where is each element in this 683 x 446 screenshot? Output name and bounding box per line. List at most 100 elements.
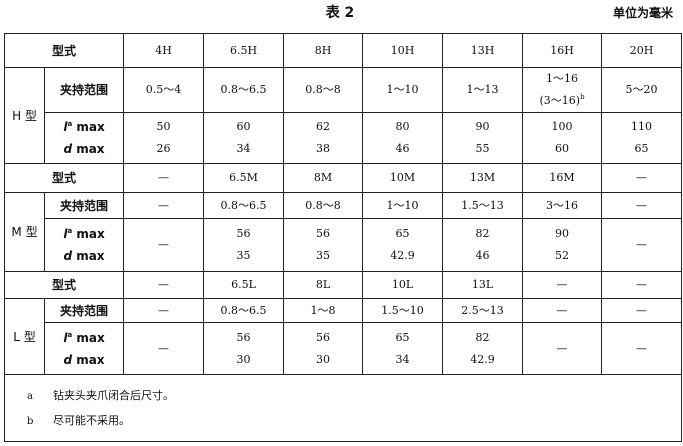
range-cell: 0.8～8 [283, 192, 364, 219]
d-max-label: d max [63, 142, 105, 156]
d-max-value: 35 [236, 249, 251, 262]
model-cell: 10L [362, 271, 444, 299]
table-row: M 型夹持范围 —0.8～6.5 0.8～8 1～10 1.5～13 3～16— [4, 192, 683, 272]
range-cell: 0.8～6.5 [203, 67, 285, 113]
model-cell: 10H [362, 33, 444, 68]
range-cell: 5～20 [601, 67, 683, 113]
dash-cell: — [123, 322, 205, 375]
l-max-value: 50 [156, 120, 171, 133]
table-row: 型式 —6.5M 8M 10M 13M 16M — [3, 163, 683, 193]
dimension-labels: la max d max [43, 322, 125, 375]
range-cell: 0.5～4 [123, 67, 205, 113]
dimension-cell: 62 38 [283, 112, 364, 164]
d-max-value: 52 [555, 249, 570, 262]
m-group-label: M 型 [4, 192, 45, 272]
table-row: la max d max 50 26 60 34 62 38 80 46 90 55 100 60 110 6… [5, 112, 683, 164]
model-cell: 16M [522, 163, 603, 193]
l-max-value: 62 [316, 120, 331, 133]
dash-cell: — [123, 218, 205, 272]
l-max-value: 90 [555, 227, 570, 240]
footnote-text: 钻夹头夹爪闭合后尺寸。 [53, 389, 174, 402]
table-row: la max d max —56 30 56 30 65 34 82 42.9— — [5, 322, 683, 375]
range-cell: — [601, 192, 683, 219]
l-max-label: la max [63, 227, 105, 241]
range-label: 夹持范围 [43, 298, 125, 323]
l-max-value: 110 [631, 120, 653, 133]
unit-label: 单位为毫米 [612, 6, 673, 20]
dimension-cell: 110 65 [601, 112, 683, 164]
range-cell: 0.8～6.5 [203, 298, 285, 323]
range-cell: 3～16 [522, 192, 603, 219]
model-cell: — [601, 271, 683, 299]
d-max-label: d max [63, 249, 105, 263]
model-cell: 10M [362, 163, 444, 193]
model-cell: 13L [442, 271, 524, 299]
l-max-value: 56 [236, 227, 251, 240]
footnote: b 尽可能不采用。 [27, 408, 681, 433]
model-cell: 13H [442, 33, 524, 68]
range-cell: 1～13 [442, 67, 524, 113]
range-alt-value: (3～16)b [539, 93, 585, 108]
d-max-value: 26 [156, 142, 171, 155]
table-row: 型式 —6.5L 8L 10L 13L — — [3, 271, 683, 299]
model-cell: 16H [522, 33, 603, 68]
model-cell: — [123, 271, 205, 299]
dash-cell: — [601, 322, 683, 375]
range-cell: — [123, 192, 205, 219]
model-cell: 8H [283, 33, 364, 68]
table-row: L 型夹持范围 —0.8～6.5 1～8 1.5～10 2.5～13— — [4, 298, 683, 375]
model-cell: — [522, 271, 603, 299]
d-max-value: 46 [475, 249, 490, 262]
table-row: la max d max — 56 35 56 35 65 42.9 82 46 90 52 — [5, 218, 683, 272]
spec-table: 型式 4H 6.5H 8H 10H 13H 16H 20H H 型夹持范围 0.5～4 0.8～6.… [3, 33, 683, 442]
l-max-label: la max [63, 330, 105, 345]
model-cell: 8M [283, 163, 364, 193]
footnote-mark: a [27, 391, 33, 402]
range-cell: 1～8 [283, 298, 364, 323]
range-cell: — [601, 298, 683, 323]
l-max-value: 56 [236, 330, 251, 344]
range-cell: 1.5～13 [442, 192, 524, 219]
d-max-label: d max [63, 352, 105, 367]
l-max-value: 56 [316, 330, 331, 344]
d-max-value: 30 [316, 352, 331, 366]
table-row: H 型夹持范围 0.5～4 0.8～6.5 0.8～8 1～10 1～13 1～16 (3～1… [4, 67, 683, 164]
l-max-label: la max [63, 120, 105, 134]
model-cell: 8L [283, 271, 364, 299]
model-cell: 20H [601, 33, 683, 68]
d-max-value: 42.9 [470, 352, 495, 366]
dimension-cell: 56 30 [283, 322, 364, 375]
type-label: 型式 [3, 271, 125, 299]
l-max-value: 65 [395, 330, 410, 344]
d-max-value: 46 [395, 142, 410, 155]
l-max-value: 80 [395, 120, 410, 133]
model-cell: 6.5M [203, 163, 285, 193]
l-max-value: 60 [236, 120, 251, 133]
d-max-value: 34 [236, 142, 251, 155]
dimension-cell: 50 26 [123, 112, 205, 164]
model-cell: 13M [442, 163, 524, 193]
dimension-cell: 100 60 [522, 112, 603, 164]
dimension-cell: 60 34 [203, 112, 285, 164]
l-max-value: 56 [316, 227, 331, 240]
range-cell: — [522, 298, 603, 323]
range-cell: — [123, 298, 205, 323]
dash-cell: — [522, 322, 603, 375]
model-cell: — [123, 163, 205, 193]
dimension-cell: 80 46 [362, 112, 444, 164]
d-max-value: 30 [236, 352, 251, 366]
d-max-value: 38 [316, 142, 331, 155]
range-cell: 1～10 [362, 192, 444, 219]
model-cell: 4H [123, 33, 205, 68]
dimension-cell: 56 35 [203, 218, 285, 272]
footnote: a 钻夹头夹爪闭合后尺寸。 [27, 383, 681, 408]
footnotes-cell: a 钻夹头夹爪闭合后尺寸。 b 尽可能不采用。 [3, 374, 683, 442]
dimension-labels: la max d max [43, 112, 125, 164]
d-max-value: 34 [395, 352, 410, 366]
dimension-cell: 56 30 [203, 322, 285, 375]
range-cell: 1～16 (3～16)b [522, 67, 603, 113]
range-cell: 0.8～6.5 [203, 192, 285, 219]
dimension-cell: 90 55 [442, 112, 524, 164]
l-max-value: 90 [475, 120, 490, 133]
l-max-value: 100 [551, 120, 573, 133]
